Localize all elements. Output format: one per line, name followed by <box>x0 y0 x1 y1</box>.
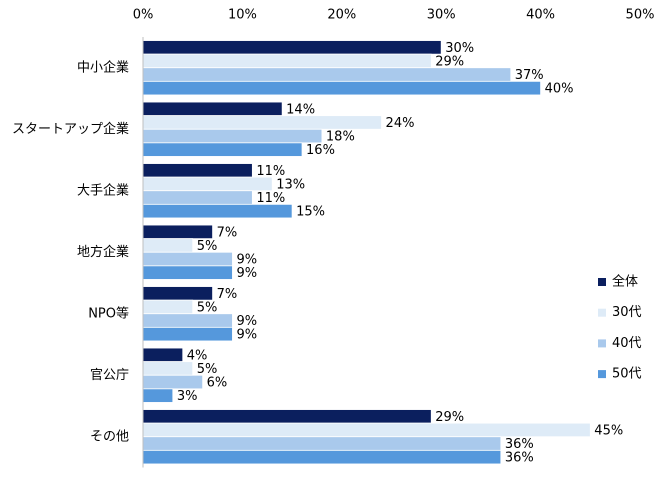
bar <box>142 40 442 55</box>
category-label: 中小企業 <box>77 59 129 75</box>
value-label: 7% <box>217 225 238 240</box>
value-label: 30% <box>445 41 474 56</box>
bar <box>142 326 233 342</box>
bar <box>142 238 194 253</box>
bar <box>142 190 253 205</box>
value-label: 14% <box>286 102 315 117</box>
bar <box>142 388 174 403</box>
value-label: 45% <box>594 423 623 438</box>
value-label: 37% <box>515 68 544 83</box>
value-label: 36% <box>505 437 534 452</box>
legend-swatch <box>598 339 606 348</box>
category-label: 官公庁 <box>90 367 129 383</box>
bar <box>142 313 233 328</box>
value-label: 4% <box>187 348 208 363</box>
value-label: 11% <box>256 191 285 206</box>
value-label: 9% <box>236 253 257 268</box>
x-tick-label: 30% <box>427 8 456 23</box>
category-label: NPO等 <box>88 305 129 321</box>
bar <box>142 203 293 219</box>
bar <box>142 176 273 192</box>
value-label: 11% <box>256 164 285 179</box>
value-label: 40% <box>545 82 574 97</box>
bar <box>142 374 204 390</box>
bar <box>142 224 213 240</box>
x-tick-label: 40% <box>526 8 555 23</box>
bar <box>142 142 303 157</box>
legend-swatch <box>598 278 606 286</box>
x-tick-label: 50% <box>626 8 655 23</box>
value-label: 29% <box>435 410 464 425</box>
value-label: 6% <box>207 376 228 391</box>
bar <box>142 251 233 267</box>
bar <box>142 265 233 280</box>
category-label: その他 <box>90 429 129 444</box>
value-label: 13% <box>276 177 305 192</box>
category-label: スタートアップ企業 <box>12 121 129 137</box>
value-label: 9% <box>236 314 257 329</box>
bar <box>142 422 591 438</box>
bar <box>142 53 432 69</box>
value-label: 7% <box>217 287 238 302</box>
x-tick-label: 20% <box>327 8 356 23</box>
bar <box>142 128 323 144</box>
bar <box>142 115 382 130</box>
value-label: 9% <box>236 328 257 343</box>
bar <box>142 347 184 363</box>
legend-swatch <box>598 370 606 379</box>
value-label: 18% <box>326 130 355 145</box>
value-label: 5% <box>197 239 218 254</box>
value-label: 16% <box>306 143 335 158</box>
legend-label: 30代 <box>612 305 642 320</box>
category-label: 大手企業 <box>77 182 129 198</box>
bar <box>142 409 432 424</box>
bar <box>142 286 213 301</box>
legend-label: 全体 <box>612 274 638 290</box>
legend-label: 50代 <box>612 367 642 382</box>
legend-label: 40代 <box>612 336 642 351</box>
x-tick-label: 10% <box>228 8 257 23</box>
value-label: 36% <box>505 451 534 466</box>
legend-swatch <box>598 308 606 317</box>
value-label: 5% <box>197 362 218 377</box>
bar <box>142 67 512 82</box>
value-label: 24% <box>386 116 415 131</box>
value-label: 3% <box>177 389 198 404</box>
bar <box>142 361 194 376</box>
bar <box>142 299 194 315</box>
bar <box>142 449 502 465</box>
bar <box>142 101 283 117</box>
bar <box>142 436 502 451</box>
value-label: 5% <box>197 300 218 315</box>
x-tick-label: 0% <box>133 8 154 23</box>
value-label: 9% <box>236 266 257 281</box>
bar <box>142 163 253 178</box>
value-label: 15% <box>296 205 325 220</box>
value-label: 29% <box>435 54 464 69</box>
category-label: 地方企業 <box>77 244 129 260</box>
bar <box>142 80 542 96</box>
